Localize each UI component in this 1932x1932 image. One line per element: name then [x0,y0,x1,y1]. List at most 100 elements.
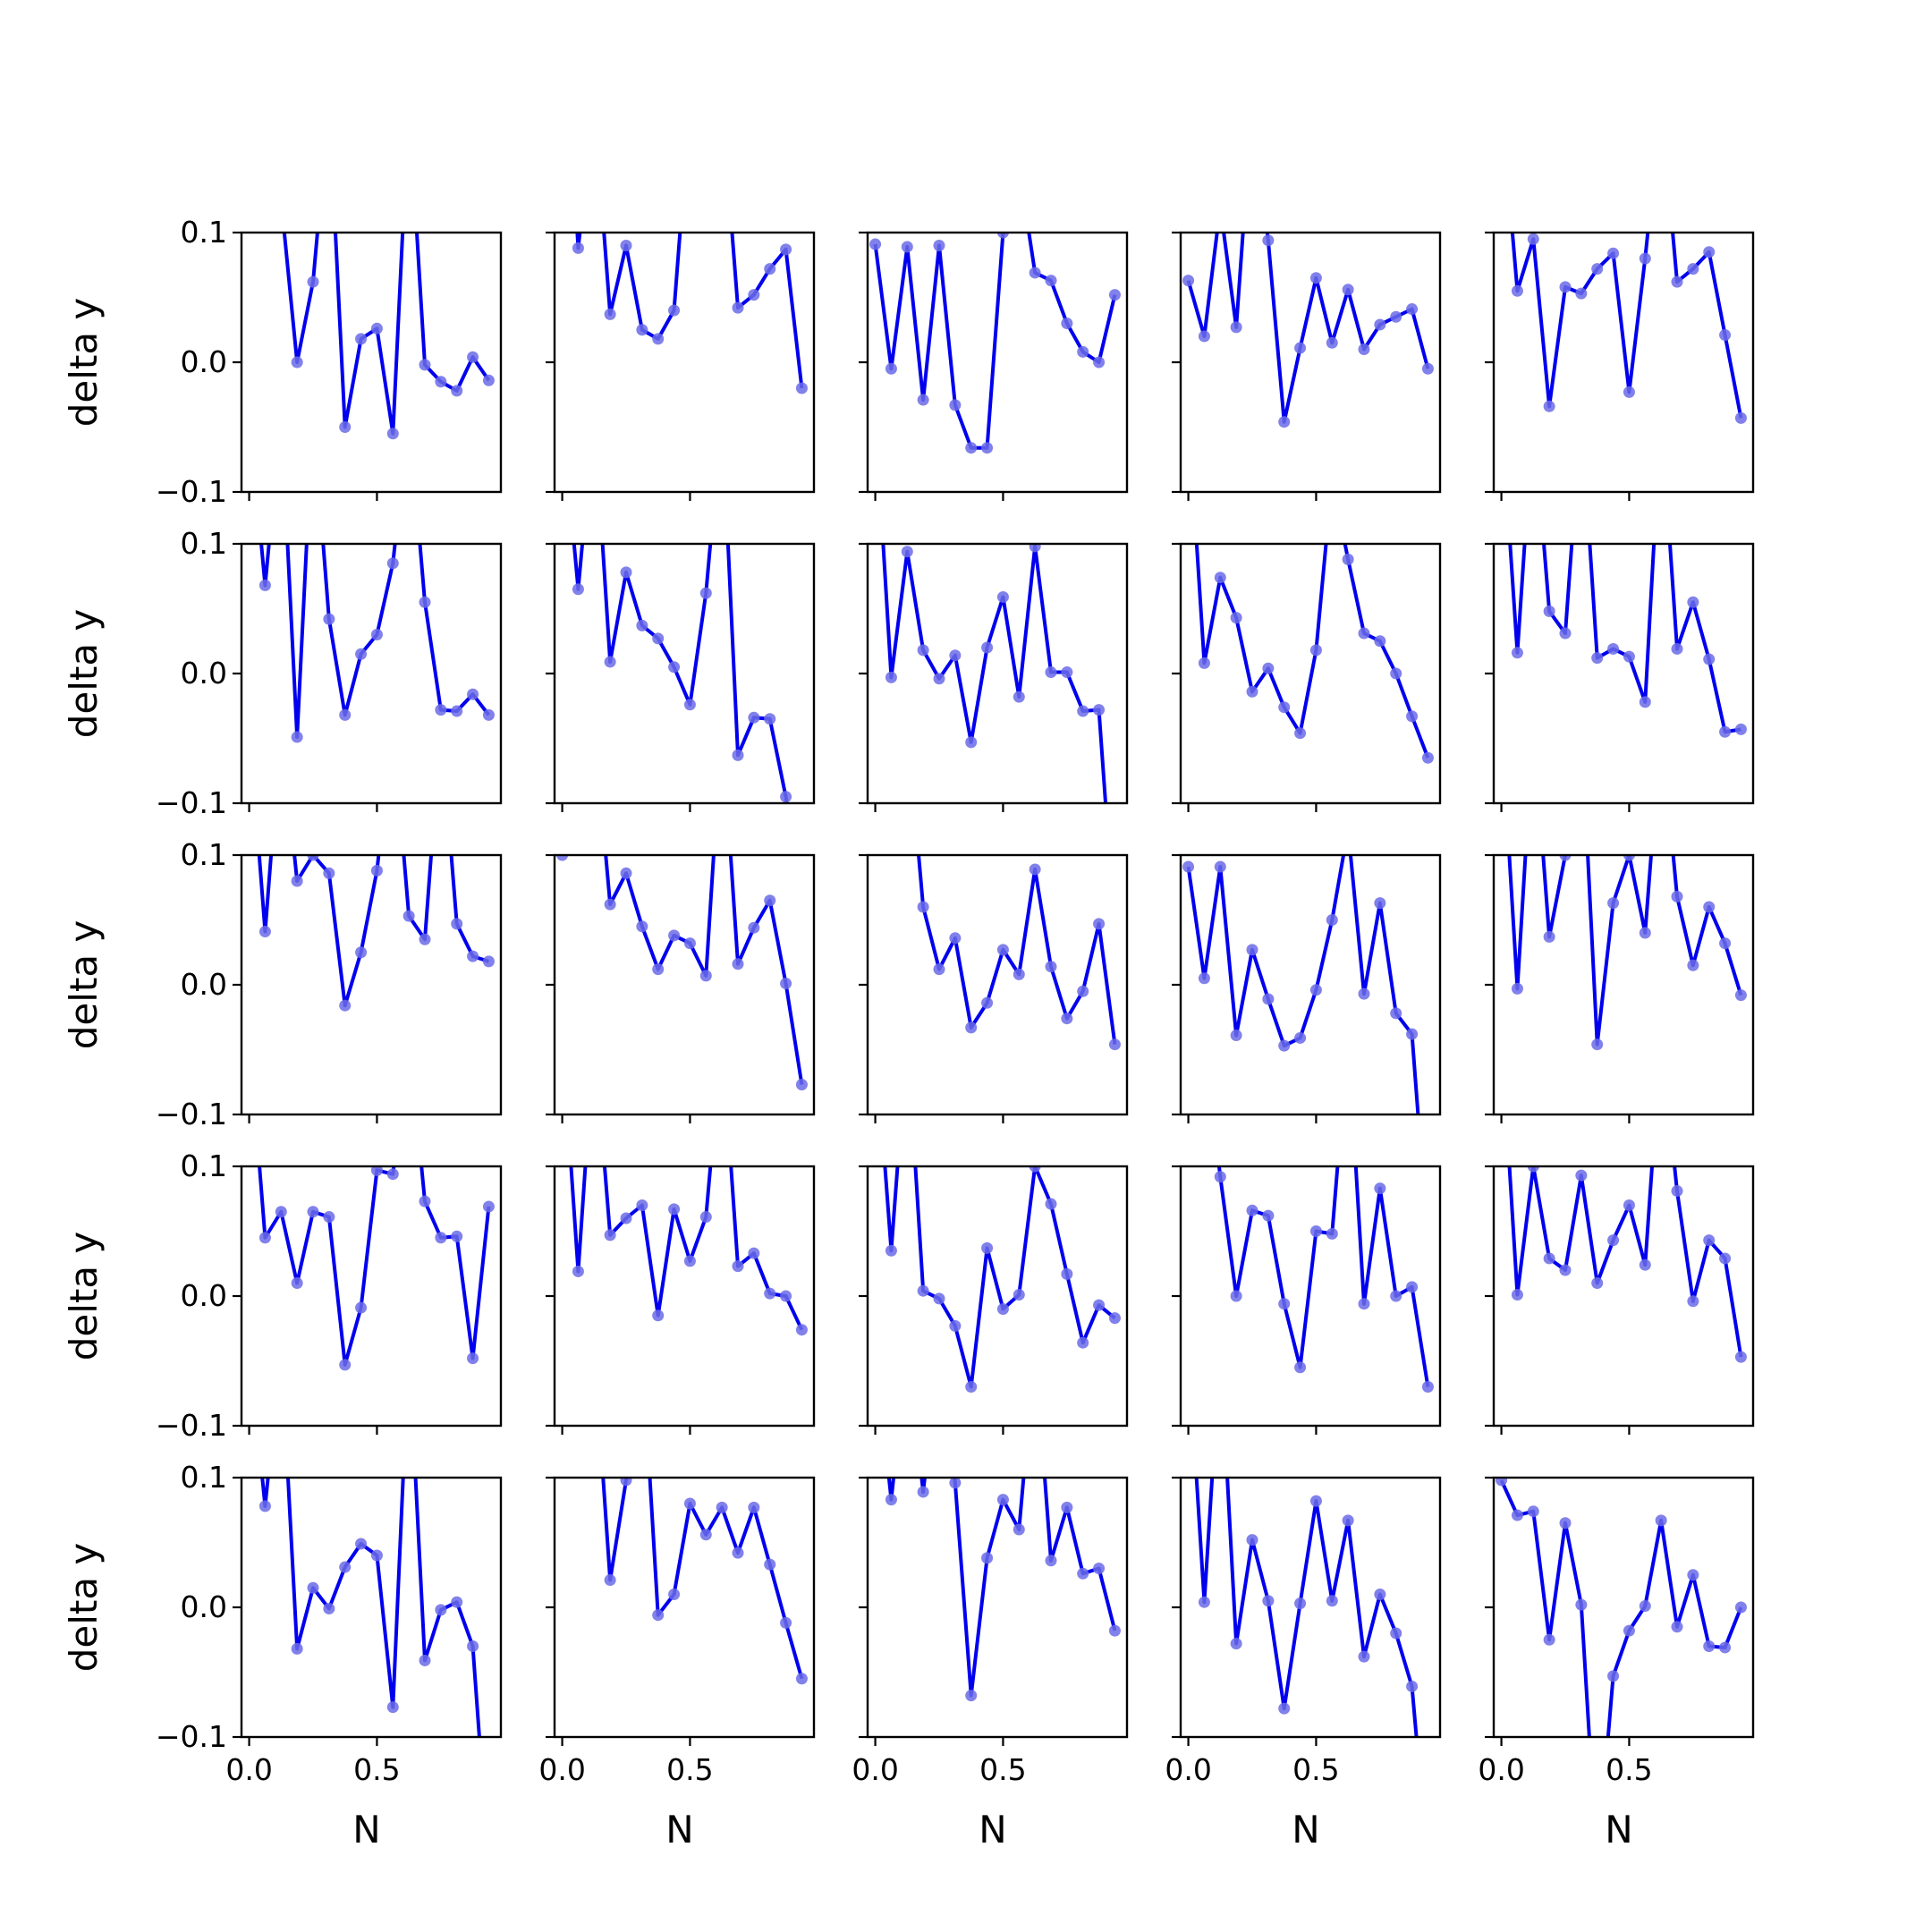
data-point [1045,961,1057,973]
plot-area [869,233,1121,454]
series-line [1186,855,1420,1114]
series-line [259,544,491,740]
data-point [1182,275,1195,287]
panel-r4-c5 [1485,1165,1755,1435]
data-point [604,898,616,911]
axes-frame [240,542,503,805]
data-point [1343,1031,1354,1043]
y-tick-label: 0.0 [181,967,227,1002]
data-point [716,409,728,420]
data-point [355,648,368,660]
plot-area [259,97,495,440]
data-point [451,705,463,717]
data-point [1623,386,1635,398]
data-point [996,944,1009,956]
y-axis-label: delta y [62,609,106,739]
y-tick-label: −0.1 [156,474,227,509]
data-point [748,711,760,724]
data-point [1421,362,1434,375]
data-point [370,1166,383,1176]
y-tick-label: −0.1 [156,1408,227,1443]
data-point [1230,1030,1242,1042]
series-line [917,855,1117,1045]
data-point [308,409,319,420]
data-point [795,382,808,394]
data-point [699,1529,712,1541]
data-point [419,933,431,945]
data-point [949,1478,962,1489]
data-point [467,950,479,962]
data-point [620,566,632,579]
data-point [1656,409,1667,420]
data-point [419,596,431,608]
plot-area [883,1031,1121,1393]
data-point [1358,343,1370,355]
data-point [1496,409,1507,420]
data-point [1734,723,1747,735]
data-point [323,867,335,879]
data-point [636,324,648,336]
data-point [732,749,744,761]
data-point [291,1277,303,1289]
axes-frame [1179,1476,1442,1739]
data-point [869,238,882,250]
series-line [569,1166,804,1331]
panel-r2-c4 [1172,542,1442,812]
data-point [483,1861,495,1873]
panel-r5-c4: 0.0 0.5 N [1165,1476,1442,1852]
data-point [1093,356,1106,369]
data-point [1246,1534,1258,1546]
data-point [1511,982,1523,995]
data-point [258,1500,271,1513]
data-point [1527,1505,1539,1518]
data-point [902,1031,913,1043]
data-point [885,1494,897,1506]
data-point [1639,927,1651,939]
data-point [1061,666,1073,679]
data-point [981,442,994,454]
panel-r5-c3: 0.0 0.5 N [852,1476,1129,1852]
panel-r1-c3 [859,231,1129,501]
data-point [572,720,584,732]
data-point [258,926,271,938]
data-point [652,333,665,345]
series-line [1508,544,1741,734]
data-point [419,359,431,371]
data-point [1246,685,1258,698]
data-point [1623,1624,1635,1637]
data-point [1061,1013,1073,1025]
axes-frame [553,1476,816,1739]
axes-frame [240,1476,503,1739]
data-point [1294,727,1307,740]
data-point [716,720,728,732]
data-point [1326,1595,1338,1607]
data-point [1374,635,1386,648]
data-point [1262,662,1275,674]
data-point [1543,1252,1555,1265]
data-point [1247,97,1258,109]
data-point [259,97,271,109]
plot-area [257,855,495,1012]
panel-r4-c4 [1172,1031,1442,1435]
data-point [1543,1633,1555,1646]
data-point [1734,1601,1747,1614]
series-line [883,1166,1116,1389]
data-point [1278,1298,1291,1310]
data-point [764,1558,776,1571]
panel-r1-c4 [1172,97,1442,501]
data-point [1687,959,1699,971]
data-point [1262,1209,1275,1222]
data-point [780,1290,792,1302]
data-point [981,1241,994,1254]
panel-r3-c2 [546,720,816,1123]
data-point [1045,275,1057,287]
data-point [668,929,681,942]
plot-area [572,409,792,803]
y-tick-label: 0.1 [181,526,227,561]
data-point [1390,1007,1402,1020]
series-line [1194,1478,1419,1737]
data-point [1607,1670,1620,1682]
data-point [795,1324,808,1336]
data-point [589,97,600,109]
data-point [323,1602,335,1614]
